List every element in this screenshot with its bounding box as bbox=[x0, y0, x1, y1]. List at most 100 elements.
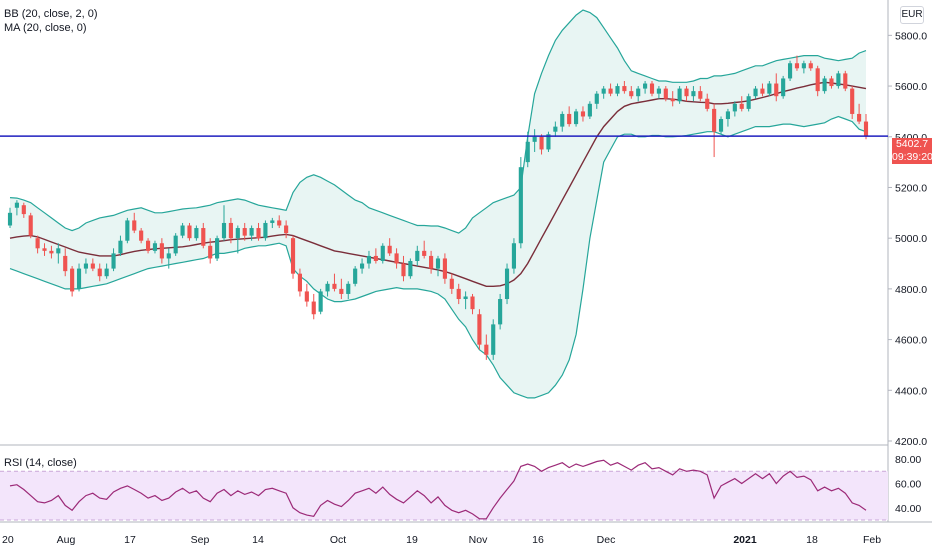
rsi-panel bbox=[0, 459, 888, 521]
candle-body bbox=[145, 240, 151, 251]
candle-body bbox=[28, 215, 33, 236]
price-tick-label: 4200.0 bbox=[895, 436, 927, 448]
candle-body bbox=[118, 240, 123, 254]
candle-body bbox=[173, 235, 178, 254]
candle-body bbox=[815, 68, 820, 92]
rsi-tick-label: 40.00 bbox=[895, 503, 921, 515]
candle-body bbox=[263, 222, 268, 239]
candle-body bbox=[63, 255, 68, 272]
candle-body bbox=[518, 167, 523, 244]
candle-body bbox=[56, 248, 61, 254]
candle-body bbox=[857, 113, 862, 122]
candle-body bbox=[850, 88, 855, 114]
candle-body bbox=[90, 263, 95, 269]
rsi-line bbox=[9, 459, 867, 520]
ma-indicator-label[interactable]: MA (20, close, 0) bbox=[4, 22, 87, 34]
price-tick-label: 5200.0 bbox=[895, 182, 927, 194]
bb-indicator-label[interactable]: BB (20, close, 2, 0) bbox=[4, 8, 98, 20]
candle-body bbox=[290, 238, 296, 274]
candle-body bbox=[760, 88, 765, 94]
candle-body bbox=[166, 253, 171, 259]
candle-body bbox=[691, 91, 696, 97]
time-tick-label: Nov bbox=[469, 534, 488, 546]
candle-body bbox=[70, 268, 75, 292]
candle-body bbox=[484, 344, 489, 355]
candle-body bbox=[366, 255, 372, 264]
candlesticks bbox=[7, 55, 869, 360]
candle-body bbox=[429, 255, 434, 269]
time-tick-label: Oct bbox=[330, 534, 346, 546]
bb-fill bbox=[10, 10, 866, 398]
candle-body bbox=[449, 278, 454, 289]
bb-lower-line bbox=[9, 115, 867, 399]
candle-body bbox=[422, 250, 427, 256]
candle-body bbox=[587, 103, 592, 117]
candle-body bbox=[256, 228, 261, 239]
candle-body bbox=[339, 288, 344, 294]
candle-body bbox=[435, 258, 441, 269]
candle-body bbox=[401, 263, 406, 277]
candle-body bbox=[712, 108, 717, 132]
candle-body bbox=[787, 63, 793, 79]
candle-body bbox=[97, 268, 102, 277]
time-tick-label: Feb bbox=[863, 534, 881, 546]
time-tick-label: Sep bbox=[191, 534, 210, 546]
candle-body bbox=[829, 78, 834, 87]
candle-body bbox=[325, 283, 330, 292]
price-tick-label: 5600.0 bbox=[895, 81, 927, 93]
candle-body bbox=[104, 268, 109, 277]
candle-body bbox=[698, 91, 703, 99]
candle-body bbox=[76, 268, 82, 289]
candle-body bbox=[284, 225, 289, 234]
candle-body bbox=[14, 202, 19, 208]
candle-body bbox=[270, 220, 275, 223]
candle-body bbox=[504, 268, 510, 300]
candle-body bbox=[670, 98, 675, 102]
candle-body bbox=[7, 212, 13, 226]
candle-body bbox=[622, 86, 627, 92]
candle-body bbox=[353, 268, 358, 284]
candle-body bbox=[601, 88, 606, 94]
candle-body bbox=[394, 253, 399, 264]
candle-body bbox=[380, 245, 385, 261]
candle-body bbox=[649, 83, 655, 94]
candle-body bbox=[663, 88, 668, 99]
candle-body bbox=[608, 88, 613, 94]
candle-body bbox=[594, 93, 599, 104]
price-tick-label: 5000.0 bbox=[895, 233, 927, 245]
candle-body bbox=[297, 273, 303, 292]
countdown-tag: 09:39:20 bbox=[892, 151, 932, 164]
candle-body bbox=[187, 225, 192, 239]
candle-body bbox=[615, 86, 620, 94]
rsi-indicator-label[interactable]: RSI (14, close) bbox=[4, 457, 77, 469]
candle-body bbox=[573, 111, 579, 125]
candle-body bbox=[249, 228, 254, 236]
candle-body bbox=[49, 250, 54, 254]
candle-body bbox=[725, 111, 731, 120]
candle-body bbox=[215, 238, 220, 259]
rsi-tick-label: 60.00 bbox=[895, 478, 921, 490]
time-tick-label: 20 bbox=[2, 534, 14, 546]
candle-body bbox=[843, 73, 848, 89]
candle-body bbox=[477, 314, 482, 345]
bollinger-bands bbox=[9, 9, 867, 399]
candle-body bbox=[718, 119, 724, 132]
currency-button[interactable]: EUR bbox=[900, 6, 924, 24]
candle-body bbox=[221, 222, 227, 239]
time-tick-label: 17 bbox=[124, 534, 136, 546]
candle-body bbox=[822, 78, 827, 92]
time-tick-label: 18 bbox=[806, 534, 818, 546]
rsi-band bbox=[0, 471, 888, 520]
candle-body bbox=[21, 205, 26, 215]
candle-body bbox=[656, 88, 661, 94]
price-tick-label: 4400.0 bbox=[895, 385, 927, 397]
candle-body bbox=[794, 63, 800, 69]
price-tick-label: 4600.0 bbox=[895, 335, 927, 347]
bb-upper-line bbox=[9, 9, 867, 234]
candle-body bbox=[180, 225, 185, 236]
candle-body bbox=[159, 243, 164, 259]
candle-body bbox=[228, 222, 233, 239]
candle-body bbox=[677, 88, 682, 102]
candle-body bbox=[684, 88, 689, 97]
